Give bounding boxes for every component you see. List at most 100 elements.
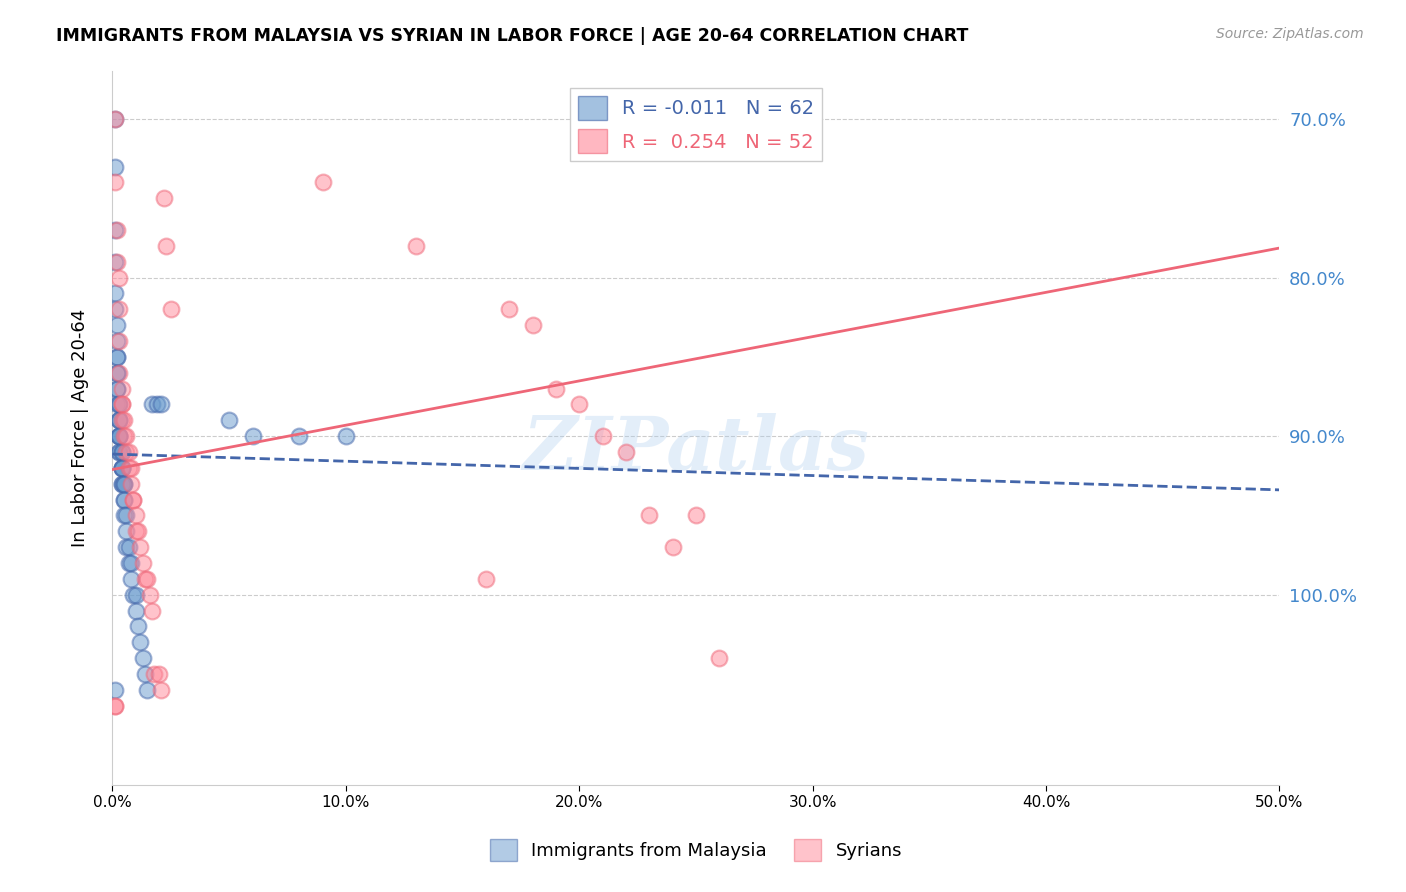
Point	[104, 698, 127, 713]
Point	[544, 382, 567, 396]
Point	[108, 445, 131, 459]
Point	[115, 524, 138, 539]
Point	[104, 160, 127, 174]
Point	[125, 588, 148, 602]
Point	[111, 397, 134, 411]
Point	[118, 556, 141, 570]
Point	[134, 572, 156, 586]
Point	[108, 429, 131, 443]
Point	[122, 492, 145, 507]
Point	[111, 460, 134, 475]
Point	[335, 429, 357, 443]
Text: IMMIGRANTS FROM MALAYSIA VS SYRIAN IN LABOR FORCE | AGE 20-64 CORRELATION CHART: IMMIGRANTS FROM MALAYSIA VS SYRIAN IN LA…	[56, 27, 969, 45]
Point	[125, 508, 148, 523]
Point	[150, 682, 173, 697]
Point	[115, 508, 138, 523]
Point	[108, 397, 131, 411]
Point	[115, 429, 138, 443]
Point	[108, 429, 131, 443]
Point	[134, 667, 156, 681]
Point	[153, 191, 176, 205]
Point	[118, 445, 141, 459]
Point	[104, 254, 127, 268]
Point	[592, 429, 614, 443]
Point	[709, 651, 731, 665]
Point	[104, 682, 127, 697]
Point	[111, 460, 134, 475]
Point	[120, 572, 142, 586]
Point	[122, 492, 145, 507]
Point	[108, 334, 131, 348]
Point	[111, 413, 134, 427]
Point	[125, 524, 148, 539]
Point	[115, 445, 138, 459]
Point	[108, 397, 131, 411]
Point	[105, 254, 128, 268]
Point	[108, 413, 131, 427]
Point	[125, 603, 148, 617]
Point	[127, 619, 149, 633]
Point	[475, 572, 498, 586]
Point	[141, 397, 163, 411]
Point	[614, 445, 637, 459]
Point	[104, 286, 127, 301]
Point	[108, 270, 131, 285]
Point	[111, 476, 134, 491]
Point	[122, 588, 145, 602]
Point	[108, 366, 131, 380]
Point	[160, 302, 183, 317]
Point	[146, 397, 169, 411]
Point	[108, 429, 131, 443]
Point	[132, 556, 155, 570]
Point	[108, 302, 131, 317]
Point	[105, 382, 128, 396]
Point	[112, 476, 135, 491]
Text: ZIPatlas: ZIPatlas	[523, 413, 869, 486]
Point	[120, 556, 142, 570]
Point	[108, 413, 131, 427]
Point	[120, 460, 142, 475]
Point	[104, 112, 127, 126]
Point	[104, 175, 127, 189]
Point	[105, 223, 128, 237]
Point	[105, 318, 128, 332]
Point	[141, 603, 163, 617]
Point	[288, 429, 311, 443]
Point	[112, 476, 135, 491]
Point	[104, 223, 127, 237]
Point	[112, 492, 135, 507]
Point	[111, 445, 134, 459]
Point	[148, 667, 170, 681]
Point	[111, 382, 134, 396]
Point	[111, 460, 134, 475]
Point	[498, 302, 520, 317]
Point	[155, 239, 177, 253]
Point	[105, 382, 128, 396]
Point	[104, 698, 127, 713]
Point	[139, 588, 162, 602]
Point	[118, 460, 141, 475]
Point	[112, 429, 135, 443]
Point	[685, 508, 707, 523]
Point	[136, 572, 159, 586]
Point	[522, 318, 544, 332]
Point	[105, 397, 128, 411]
Point	[661, 540, 683, 554]
Point	[242, 429, 264, 443]
Point	[108, 429, 131, 443]
Point	[108, 445, 131, 459]
Point	[105, 350, 128, 364]
Point	[136, 682, 159, 697]
Point	[129, 635, 152, 649]
Point	[405, 239, 427, 253]
Legend: Immigrants from Malaysia, Syrians: Immigrants from Malaysia, Syrians	[482, 832, 910, 869]
Point	[129, 540, 152, 554]
Point	[118, 540, 141, 554]
Point	[568, 397, 591, 411]
Point	[111, 460, 134, 475]
Point	[104, 302, 127, 317]
Point	[115, 540, 138, 554]
Point	[127, 524, 149, 539]
Point	[111, 476, 134, 491]
Point	[112, 508, 135, 523]
